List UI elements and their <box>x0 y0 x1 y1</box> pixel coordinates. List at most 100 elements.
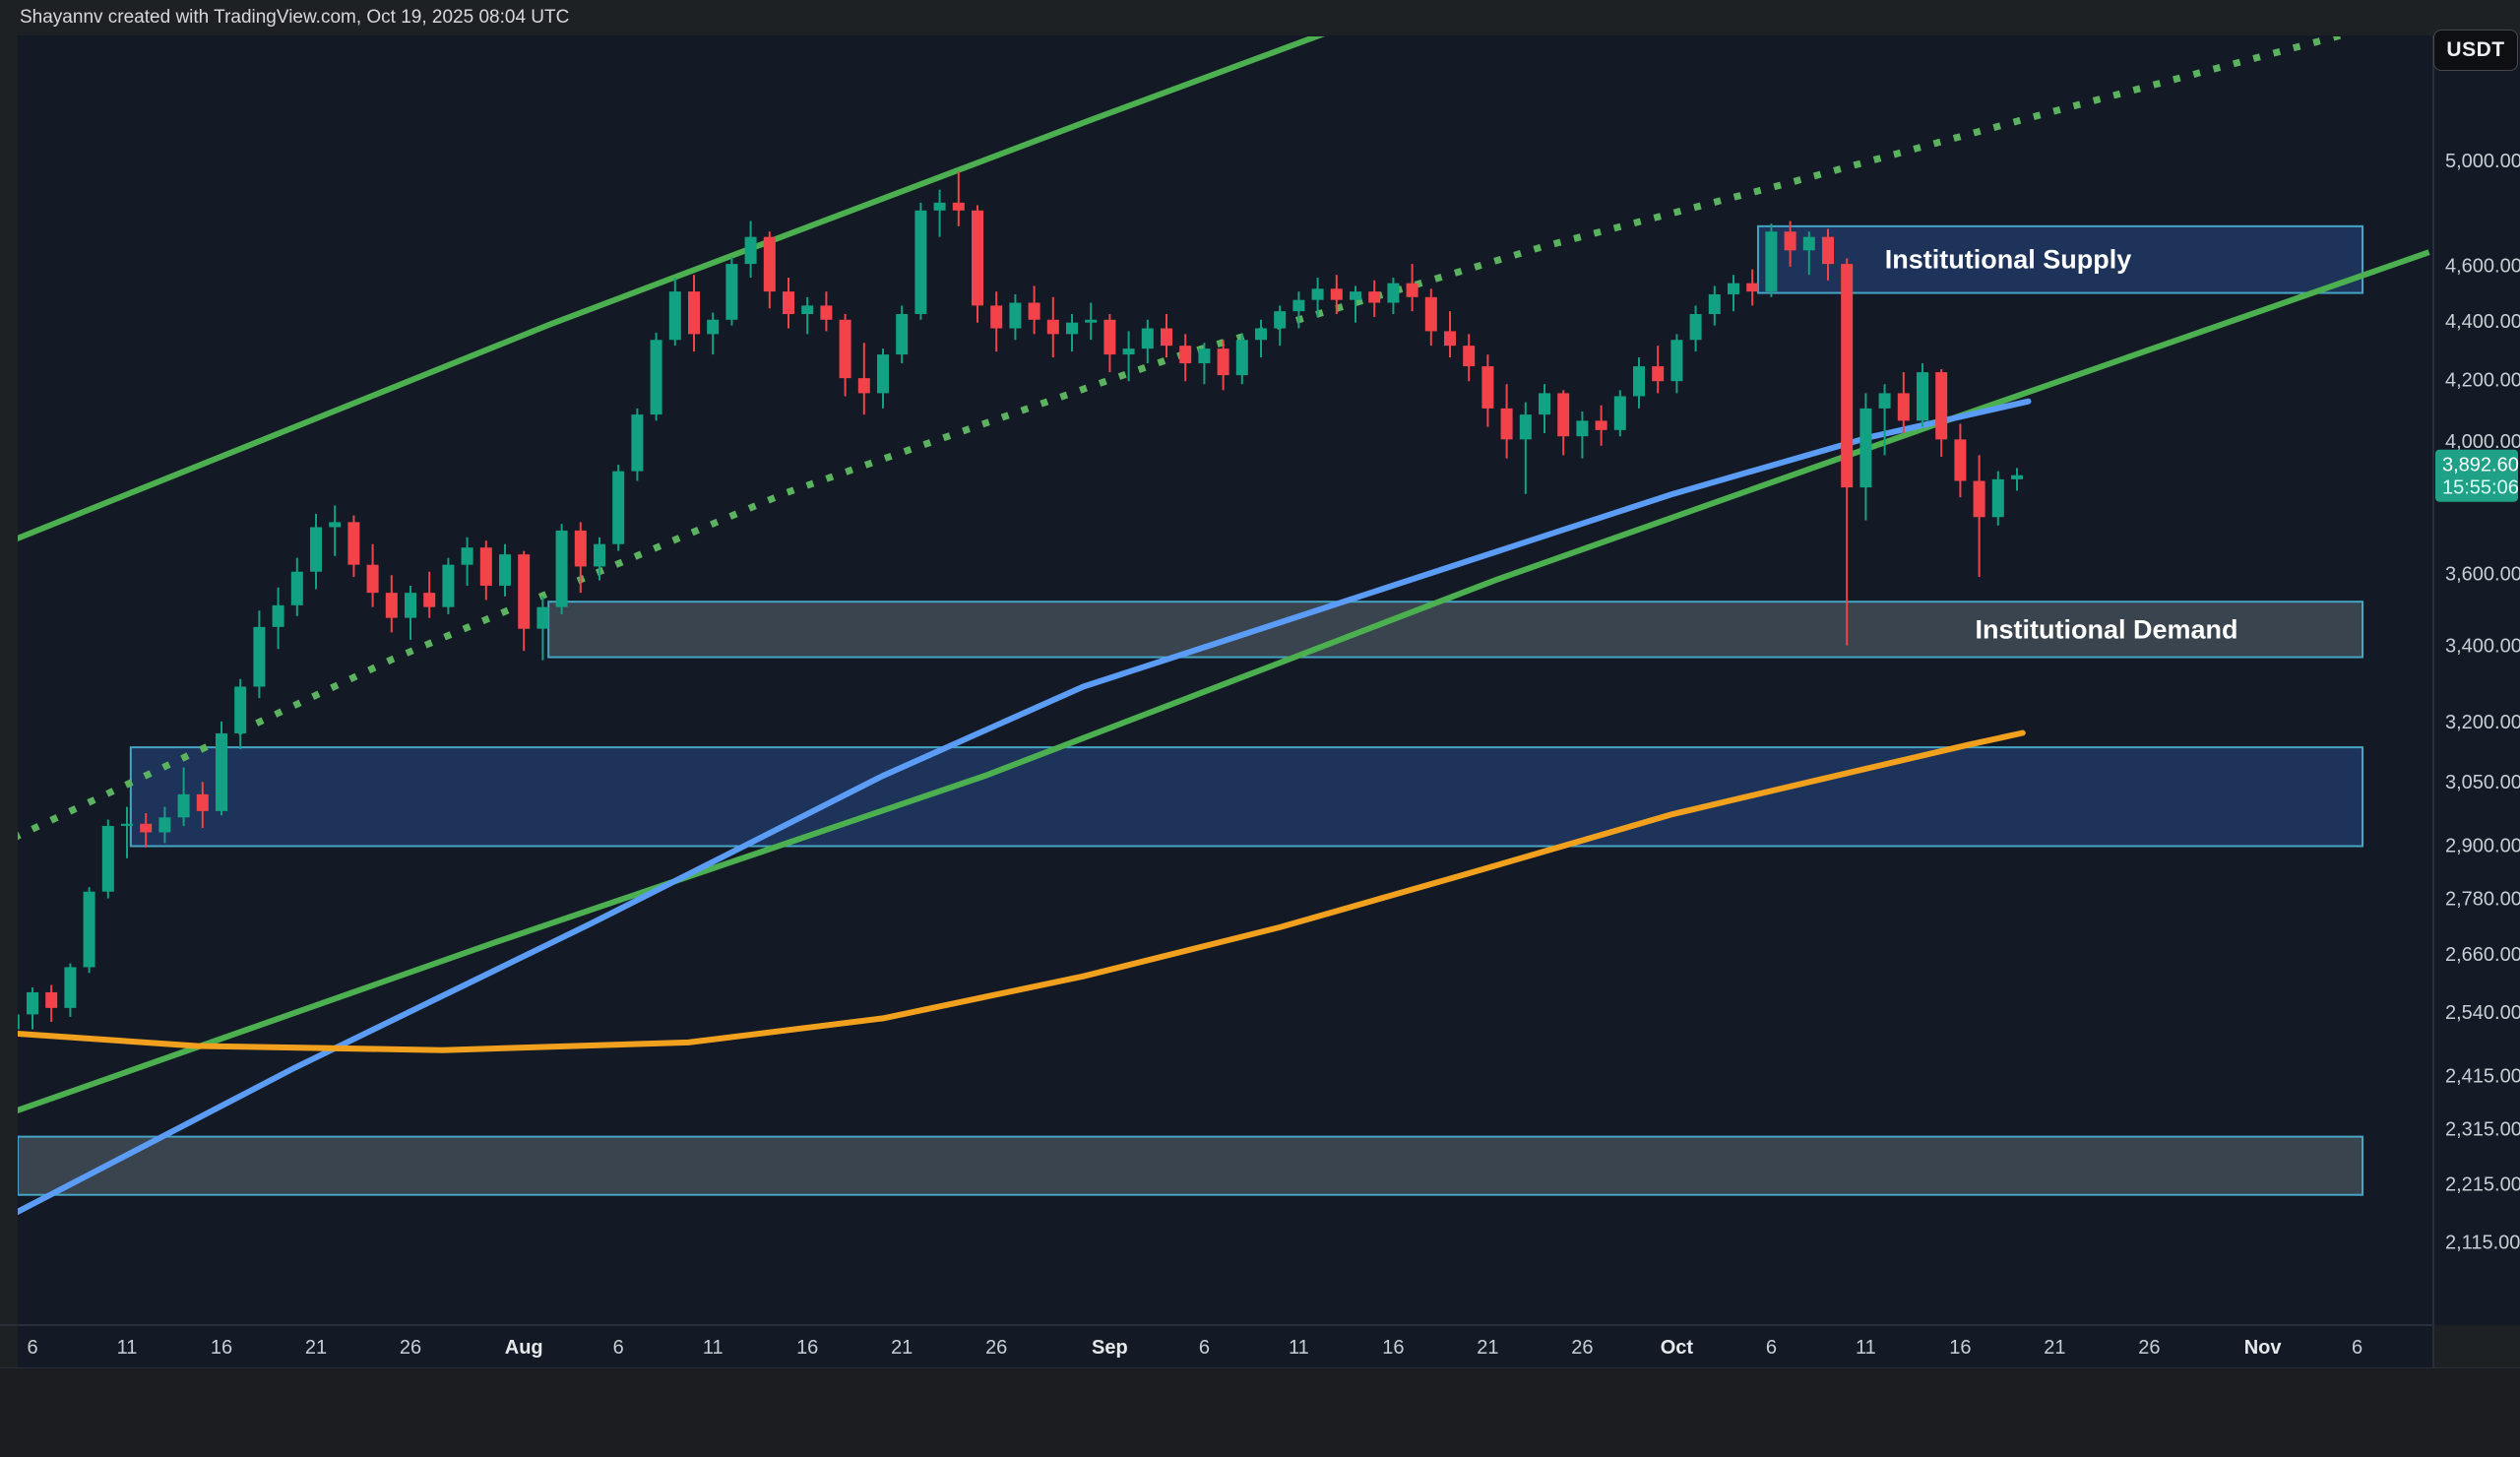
candle <box>763 231 776 309</box>
time-axis-label: 6 <box>613 1337 624 1359</box>
candle <box>1009 293 1022 341</box>
chart-canvas[interactable] <box>18 35 2520 1325</box>
candle-body <box>896 314 909 355</box>
price-axis-label: 3,200.00 <box>2445 712 2520 733</box>
time-axis-label: 21 <box>2044 1337 2065 1359</box>
candle-body <box>1255 328 1267 341</box>
currency-toggle-button[interactable]: USDT <box>2433 30 2518 71</box>
candle <box>442 557 455 614</box>
ma-slow-orange[interactable] <box>14 729 2026 1053</box>
candle <box>688 275 700 352</box>
candle <box>1481 354 1494 427</box>
candle-body <box>27 991 38 1015</box>
candle-body <box>1917 372 1928 421</box>
candle <box>1387 278 1400 315</box>
candle <box>1519 402 1532 494</box>
candle-body <box>877 354 889 394</box>
candle <box>499 543 511 597</box>
candle-body <box>45 991 58 1008</box>
candle <box>1198 343 1211 385</box>
candle-body <box>1085 319 1098 323</box>
candle-body <box>725 264 738 320</box>
price-axis-label: 2,780.00 <box>2445 889 2520 911</box>
trendline-channel-lower[interactable] <box>14 249 2430 1114</box>
candle-body <box>101 825 114 892</box>
candle-body <box>1122 348 1135 355</box>
candle-body <box>310 527 322 572</box>
candle <box>1576 411 1589 459</box>
candle-body <box>952 202 965 211</box>
time-axis-label: 26 <box>1571 1337 1593 1359</box>
zone-label-demand: Institutional Demand <box>1975 614 2237 644</box>
candle <box>1406 264 1418 312</box>
candle-body <box>1500 408 1513 440</box>
candle <box>857 343 870 415</box>
candle <box>1652 346 1665 394</box>
candle <box>1878 384 1891 456</box>
time-axis-label: 11 <box>703 1337 724 1359</box>
time-axis-label: 26 <box>985 1337 1007 1359</box>
candle-body <box>1670 340 1683 382</box>
trendline-channel-upper[interactable] <box>14 32 1331 542</box>
time-axis-label-month: Nov <box>2244 1337 2283 1359</box>
candle-body <box>1822 236 1834 265</box>
candle <box>1954 423 1967 498</box>
candle <box>366 543 379 607</box>
time-axis-label: 11 <box>1289 1337 1309 1359</box>
price-axis-label: 3,050.00 <box>2445 772 2520 793</box>
candle-body <box>1802 236 1815 251</box>
candle-body <box>290 571 303 605</box>
candle-body <box>1217 348 1229 376</box>
zone-supply[interactable] <box>1756 224 2363 294</box>
candle-body <box>1841 264 1854 488</box>
price-axis-label: 2,540.00 <box>2445 1002 2520 1024</box>
candle-body <box>1576 420 1589 437</box>
candle <box>1161 314 1172 358</box>
candle-body <box>1897 393 1910 421</box>
candle-body <box>18 1014 20 1030</box>
candle-body <box>1784 231 1796 251</box>
time-axis-label-month: Oct <box>1661 1337 1694 1359</box>
candle-body <box>1991 478 2004 518</box>
candle <box>1841 258 1854 646</box>
last-price-badge[interactable] <box>2435 449 2518 502</box>
zone-accumulation[interactable] <box>129 746 2363 848</box>
candle <box>1991 471 2004 526</box>
candle-body <box>820 305 833 320</box>
candle <box>1746 269 1759 306</box>
trendline-channel-mid-dotted[interactable] <box>14 32 2354 841</box>
zone-demand[interactable] <box>547 601 2363 659</box>
candle <box>877 348 889 409</box>
candle-body <box>1613 396 1626 430</box>
candle-body <box>1444 331 1456 347</box>
candle-body <box>253 626 266 687</box>
candle <box>64 963 77 1017</box>
candle <box>18 1014 20 1030</box>
candle <box>1350 285 1361 323</box>
zone-base-support[interactable] <box>18 1135 2364 1196</box>
candle-body <box>64 967 77 1008</box>
candle-body <box>1973 480 1985 518</box>
candle-body <box>272 604 284 627</box>
candle-body <box>688 291 700 335</box>
candle <box>1424 288 1437 347</box>
time-axis-label-month: Sep <box>1092 1337 1128 1359</box>
candle-body <box>405 593 416 618</box>
currency-toggle-label: USDT <box>2446 38 2505 61</box>
candle <box>1613 390 1626 437</box>
ma-fast-blue[interactable] <box>14 398 2032 1216</box>
candle-body <box>972 210 983 306</box>
candle <box>1728 275 1739 312</box>
candle-body <box>216 732 227 811</box>
candle <box>347 515 360 578</box>
candle-body <box>329 522 342 528</box>
candle-body <box>1046 319 1059 335</box>
candle-body <box>1689 314 1702 341</box>
candle <box>101 819 114 899</box>
candle-body <box>914 210 927 315</box>
candle-body <box>1066 322 1078 335</box>
candle-body <box>1539 393 1550 415</box>
candle-body <box>612 471 625 544</box>
candle <box>121 806 133 858</box>
time-axis-scale[interactable] <box>18 1325 2433 1368</box>
